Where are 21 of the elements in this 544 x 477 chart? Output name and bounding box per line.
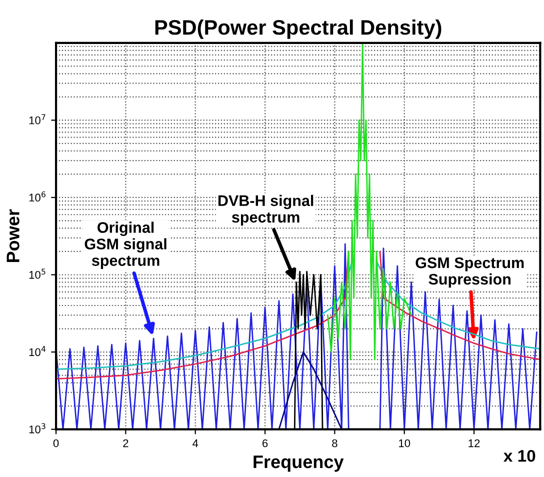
annotation: GSM Spectrum Supression [416, 257, 524, 288]
line-series [278, 351, 342, 430]
x-tick-label: 10 [399, 439, 410, 448]
x-tick-label: 12 [468, 439, 480, 448]
x-tick-label: 0 [53, 439, 59, 448]
y-tick-label: 10$^{7}$ [29, 114, 46, 124]
line-series [327, 42, 412, 360]
text: x 10 [504, 450, 536, 462]
x-tick-label: 8 [332, 439, 338, 448]
y-tick-label: 10$^{6}$ [29, 191, 46, 202]
annotation: DVB-H signal spectrum [218, 194, 314, 226]
y-tick-label: 10$^{3}$ [29, 423, 46, 434]
x-tick-label: 2 [123, 439, 128, 448]
chart-title: PSD(Power Spectral Density) [155, 20, 442, 39]
x-axis-title: Frequency [254, 456, 344, 472]
x-tick-label: 6 [262, 439, 268, 448]
y-tick-label: 10$^{5}$ [29, 268, 46, 279]
y-axis-title: Power [6, 209, 20, 262]
annotation: Original GSM signal spectrum [84, 222, 166, 269]
y-tick-label: 10$^{4}$ [29, 346, 46, 356]
x-tick-label: 4 [192, 439, 198, 448]
